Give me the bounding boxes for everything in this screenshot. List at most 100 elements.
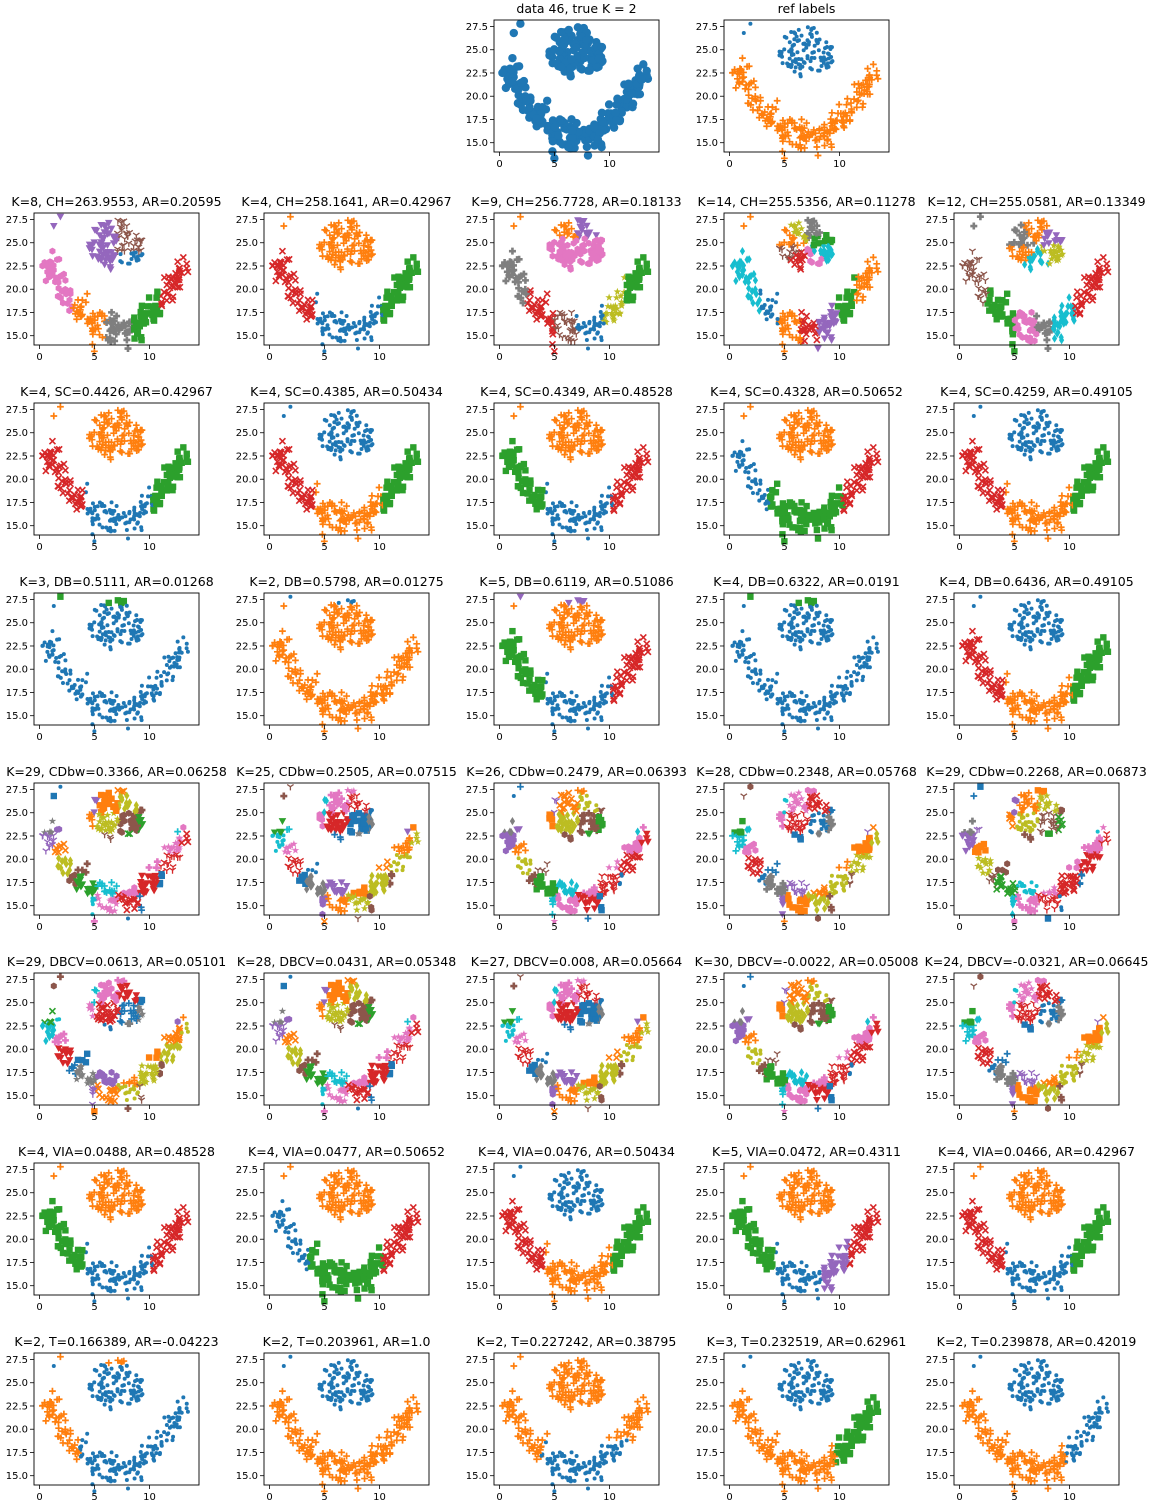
x-tick-label: 10 xyxy=(143,732,156,743)
y-tick-label: 15.0 xyxy=(926,331,948,342)
point xyxy=(824,519,832,526)
point xyxy=(510,412,518,420)
point xyxy=(114,618,119,623)
point xyxy=(554,47,564,56)
point xyxy=(97,613,102,618)
point xyxy=(1043,336,1051,344)
point xyxy=(87,622,92,627)
point xyxy=(1039,417,1044,422)
point xyxy=(508,247,516,255)
point xyxy=(100,691,105,696)
x-tick-label: 10 xyxy=(603,542,616,553)
point xyxy=(307,682,315,690)
point xyxy=(777,49,782,54)
point xyxy=(79,684,84,689)
point xyxy=(585,66,594,75)
point xyxy=(788,500,796,508)
point xyxy=(327,432,332,437)
point xyxy=(118,632,123,637)
point xyxy=(813,336,821,344)
point xyxy=(767,109,775,117)
point xyxy=(533,498,540,505)
point xyxy=(523,480,530,488)
point xyxy=(112,528,117,533)
y-tick-label: 22.5 xyxy=(466,261,488,272)
point xyxy=(132,508,137,513)
point xyxy=(122,628,127,633)
point xyxy=(292,656,299,664)
point xyxy=(592,336,597,341)
point xyxy=(761,495,766,500)
point xyxy=(567,115,576,124)
point xyxy=(153,484,160,491)
point xyxy=(404,448,411,455)
point xyxy=(383,668,391,676)
point xyxy=(313,480,321,488)
point xyxy=(124,611,129,616)
points xyxy=(499,403,652,544)
point xyxy=(814,152,822,159)
point xyxy=(123,521,128,526)
x-tick-label: 10 xyxy=(833,542,846,553)
point xyxy=(592,508,597,513)
y-tick-label: 22.5 xyxy=(6,451,28,462)
point xyxy=(612,115,621,125)
point xyxy=(351,409,356,414)
point xyxy=(118,639,123,644)
point xyxy=(1055,427,1060,432)
point xyxy=(90,722,95,727)
point xyxy=(607,485,612,490)
point xyxy=(773,480,781,487)
point xyxy=(550,722,555,727)
point xyxy=(55,637,60,642)
point xyxy=(116,512,121,517)
x-tick-label: 0 xyxy=(726,352,732,363)
y-tick-label: 17.5 xyxy=(236,498,258,509)
point xyxy=(346,322,351,327)
point xyxy=(154,675,159,680)
point xyxy=(338,449,343,454)
point xyxy=(124,527,129,532)
point xyxy=(628,283,635,290)
y-tick-label: 25.0 xyxy=(926,238,948,249)
point xyxy=(853,486,861,494)
point xyxy=(131,335,138,342)
point xyxy=(76,677,81,682)
point xyxy=(1051,441,1056,446)
point xyxy=(46,653,51,658)
point xyxy=(365,330,370,335)
x-tick-label: 0 xyxy=(36,732,42,743)
point xyxy=(56,213,65,221)
y-tick-label: 27.5 xyxy=(466,22,488,33)
point xyxy=(745,447,750,452)
point xyxy=(287,213,294,221)
point xyxy=(799,33,804,38)
point xyxy=(597,514,602,519)
point xyxy=(611,108,620,118)
y-tick-label: 20.0 xyxy=(6,665,28,676)
point xyxy=(629,293,637,300)
y-tick-label: 22.5 xyxy=(236,641,258,652)
point xyxy=(83,290,91,298)
point xyxy=(85,701,90,706)
point xyxy=(115,629,120,634)
point xyxy=(784,35,789,40)
point xyxy=(799,57,804,62)
points xyxy=(39,213,192,355)
point xyxy=(509,461,516,468)
point xyxy=(1009,310,1017,317)
point xyxy=(819,64,824,69)
point xyxy=(1029,440,1034,445)
point xyxy=(49,640,54,645)
point xyxy=(79,693,84,698)
point xyxy=(114,694,119,699)
point xyxy=(613,94,622,103)
point xyxy=(90,634,95,639)
point xyxy=(1099,253,1107,261)
point xyxy=(1033,425,1038,430)
point xyxy=(840,317,848,324)
point xyxy=(50,223,58,230)
point xyxy=(184,646,189,651)
y-tick-label: 15.0 xyxy=(6,711,28,722)
point xyxy=(522,96,531,106)
